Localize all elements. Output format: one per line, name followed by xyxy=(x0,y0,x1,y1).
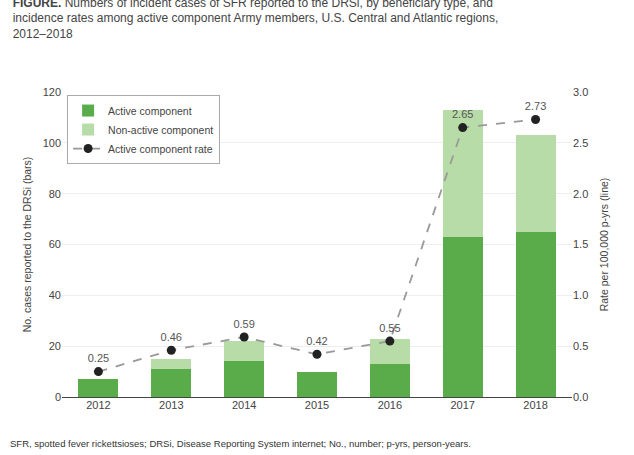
svg-text:40: 40 xyxy=(49,289,61,301)
svg-text:2.5: 2.5 xyxy=(573,137,588,149)
svg-text:2016: 2016 xyxy=(378,399,402,411)
svg-text:2018: 2018 xyxy=(523,399,547,411)
svg-text:1.5: 1.5 xyxy=(573,238,588,250)
svg-text:2017: 2017 xyxy=(450,399,474,411)
svg-text:Non-active component: Non-active component xyxy=(108,124,213,136)
svg-text:Rate per 100,000 p-yrs (line): Rate per 100,000 p-yrs (line) xyxy=(598,178,610,312)
svg-text:20: 20 xyxy=(49,340,61,352)
svg-text:0.0: 0.0 xyxy=(573,391,588,403)
svg-text:120: 120 xyxy=(43,86,61,98)
svg-text:2015: 2015 xyxy=(305,399,329,411)
svg-text:0.46: 0.46 xyxy=(161,331,182,343)
svg-text:SFR, spotted fever rickettsios: SFR, spotted fever rickettsioses; DRSi, … xyxy=(10,438,471,449)
svg-text:No. cases reported to the DRSi: No. cases reported to the DRSi (bars) xyxy=(21,157,33,333)
svg-text:60: 60 xyxy=(49,238,61,250)
svg-text:3.0: 3.0 xyxy=(573,86,588,98)
svg-text:0.59: 0.59 xyxy=(233,318,254,330)
svg-text:0: 0 xyxy=(55,391,61,403)
svg-text:Active component rate: Active component rate xyxy=(108,143,213,155)
svg-text:0.25: 0.25 xyxy=(88,352,109,364)
svg-text:2013: 2013 xyxy=(159,399,183,411)
svg-text:2012: 2012 xyxy=(86,399,110,411)
svg-text:2.73: 2.73 xyxy=(525,100,546,112)
svg-text:2.0: 2.0 xyxy=(573,188,588,200)
svg-text:FIGURE. Numbers of incident ca: FIGURE. Numbers of incident cases of SFR… xyxy=(13,0,499,41)
svg-text:0.55: 0.55 xyxy=(379,322,400,334)
svg-text:0.42: 0.42 xyxy=(306,335,327,347)
svg-text:2.65: 2.65 xyxy=(452,108,473,120)
svg-text:1.0: 1.0 xyxy=(573,289,588,301)
svg-text:80: 80 xyxy=(49,188,61,200)
svg-text:100: 100 xyxy=(43,137,61,149)
svg-text:Active component: Active component xyxy=(108,105,192,117)
svg-text:0.5: 0.5 xyxy=(573,340,588,352)
svg-text:2014: 2014 xyxy=(232,399,256,411)
